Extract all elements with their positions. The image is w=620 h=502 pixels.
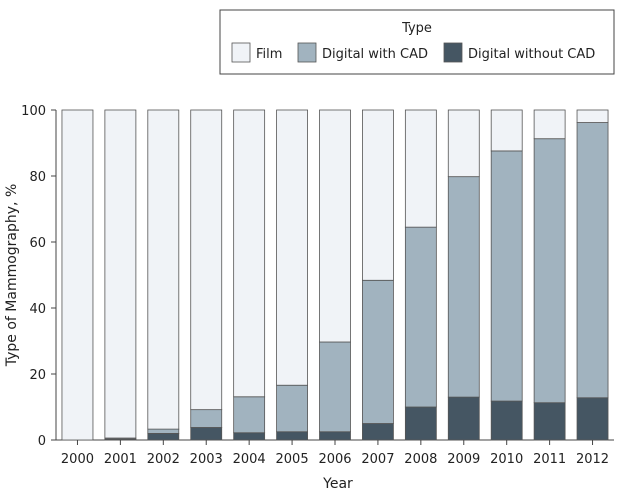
x-tick-label: 2006 xyxy=(318,452,351,467)
y-tick-label: 60 xyxy=(29,236,46,251)
y-axis-title: Type of Mammography, % xyxy=(4,184,20,368)
legend-swatch-film xyxy=(231,42,251,63)
x-tick-label: 2010 xyxy=(490,452,523,467)
bar-digital-with-cad-2011 xyxy=(533,138,566,404)
bar-film-2007 xyxy=(362,109,394,281)
bar-digital-without-cad-2005 xyxy=(276,431,308,441)
x-tick-label: 2012 xyxy=(576,452,609,467)
bar-digital-with-cad-2009 xyxy=(447,176,480,398)
bar-digital-with-cad-2006 xyxy=(319,341,351,433)
y-tick-label: 20 xyxy=(29,368,46,383)
legend-swatch-digital-with-cad xyxy=(297,42,317,63)
legend-items: Film Digital with CAD Digital without CAD xyxy=(231,42,595,63)
bar-digital-without-cad-2002 xyxy=(147,432,180,441)
legend-label-digital-with-cad: Digital with CAD xyxy=(322,47,428,62)
bar-film-2006 xyxy=(319,109,351,343)
bar-film-2012 xyxy=(576,109,609,123)
x-tick-label: 2005 xyxy=(276,452,309,467)
bar-film-2000 xyxy=(61,109,94,441)
legend-swatch-digital-without-cad xyxy=(443,42,463,63)
legend: Type Film Digital with CAD Digital without… xyxy=(219,9,615,75)
bar-digital-with-cad-2003 xyxy=(190,409,223,428)
bar-digital-with-cad-2010 xyxy=(490,150,523,402)
y-tick-label: 0 xyxy=(38,434,46,449)
bar-digital-without-cad-2008 xyxy=(404,406,437,441)
bar-digital-with-cad-2005 xyxy=(276,384,308,433)
bar-film-2005 xyxy=(276,109,308,386)
bar-film-2002 xyxy=(147,109,180,430)
bar-digital-with-cad-2004 xyxy=(233,396,266,434)
bar-digital-with-cad-2008 xyxy=(404,226,437,408)
legend-title: Type xyxy=(401,21,432,36)
x-tick-label: 2011 xyxy=(533,452,566,467)
x-tick-label: 2008 xyxy=(404,452,437,467)
bar-digital-without-cad-2003 xyxy=(190,427,223,441)
x-tick-label: 2003 xyxy=(190,452,223,467)
bar-film-2003 xyxy=(190,109,223,411)
y-tick-label: 100 xyxy=(21,104,46,119)
bar-film-2009 xyxy=(447,109,480,178)
bar-digital-with-cad-2002 xyxy=(147,428,180,434)
plot-area: 0 20 40 60 80 100 2000 2001 2002 2003 2004 2005 2006… xyxy=(21,104,614,467)
bar-digital-without-cad-2004 xyxy=(233,432,266,441)
bar-film-2011 xyxy=(533,109,566,140)
bar-digital-without-cad-2011 xyxy=(533,402,566,441)
y-tick-label: 80 xyxy=(29,170,46,185)
x-tick-label: 2004 xyxy=(233,452,266,467)
bar-film-2001 xyxy=(104,109,137,439)
legend-label-film: Film xyxy=(256,47,282,62)
bar-digital-without-cad-2007 xyxy=(362,423,394,441)
bar-film-2008 xyxy=(404,109,437,228)
bar-digital-without-cad-2006 xyxy=(319,431,351,441)
y-tick-label: 40 xyxy=(29,302,46,317)
bar-digital-with-cad-2007 xyxy=(362,279,394,424)
x-tick-label: 2009 xyxy=(447,452,480,467)
bar-digital-without-cad-2010 xyxy=(490,400,523,441)
legend-label-digital-without-cad: Digital without CAD xyxy=(468,47,595,62)
x-tick-label: 2007 xyxy=(361,452,394,467)
bar-film-2004 xyxy=(233,109,266,398)
legend-box xyxy=(219,9,615,75)
x-tick-label: 2002 xyxy=(147,452,180,467)
x-tick-label: 2000 xyxy=(61,452,94,467)
x-axis-title: Year xyxy=(322,476,353,492)
x-tick-label: 2001 xyxy=(104,452,137,467)
bar-digital-with-cad-2012 xyxy=(576,122,609,399)
bar-digital-without-cad-2012 xyxy=(576,397,609,441)
bar-film-2010 xyxy=(490,109,523,152)
bar-digital-without-cad-2009 xyxy=(447,396,480,441)
